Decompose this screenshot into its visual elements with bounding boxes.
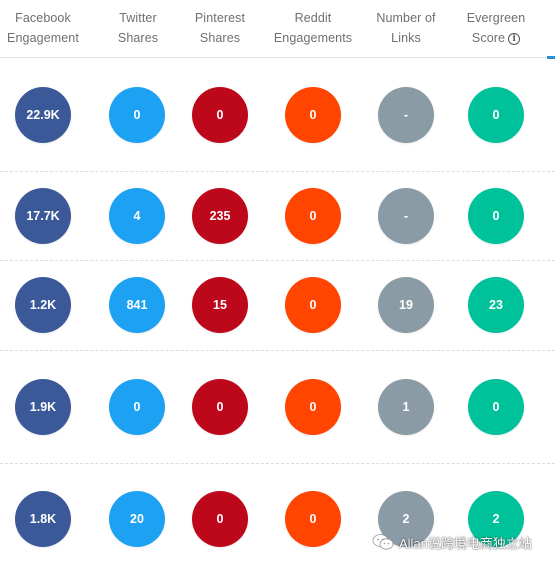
twitter-shares-badge: 20 bbox=[109, 491, 165, 547]
pinterest-shares-badge: 0 bbox=[192, 87, 248, 143]
row-divider bbox=[0, 350, 555, 351]
row-divider bbox=[0, 260, 555, 261]
evergreen-score-badge: 0 bbox=[468, 188, 524, 244]
number-of-links-badge: 19 bbox=[378, 277, 434, 333]
watermark: Allan说跨境电商独立站 bbox=[372, 530, 532, 554]
column-header-pinterest-shares[interactable]: Pinterest Shares bbox=[194, 11, 246, 45]
reddit-engagements-badge: 0 bbox=[285, 87, 341, 143]
column-header-facebook-engagement[interactable]: Facebook Engagement bbox=[7, 11, 79, 45]
column-header-number-of-links[interactable]: Number of Links bbox=[376, 11, 436, 45]
twitter-shares-badge: 4 bbox=[109, 188, 165, 244]
facebook-engagement-badge: 22.9K bbox=[15, 87, 71, 143]
pinterest-shares-badge: 15 bbox=[192, 277, 248, 333]
reddit-engagements-badge: 0 bbox=[285, 277, 341, 333]
pinterest-shares-badge: 0 bbox=[192, 379, 248, 435]
facebook-engagement-badge: 1.8K bbox=[15, 491, 71, 547]
evergreen-score-badge: 2 bbox=[468, 491, 524, 547]
evergreen-score-badge: 0 bbox=[468, 87, 524, 143]
row-divider bbox=[0, 463, 555, 464]
number-of-links-badge: 1 bbox=[378, 379, 434, 435]
column-header-twitter-shares[interactable]: Twitter Shares bbox=[117, 11, 159, 45]
number-of-links-badge: - bbox=[378, 87, 434, 143]
reddit-engagements-badge: 0 bbox=[285, 491, 341, 547]
pinterest-shares-badge: 235 bbox=[192, 188, 248, 244]
evergreen-score-badge: 0 bbox=[468, 379, 524, 435]
facebook-engagement-badge: 1.9K bbox=[15, 379, 71, 435]
info-icon[interactable]: i bbox=[508, 33, 521, 45]
facebook-engagement-badge: 1.2K bbox=[15, 277, 71, 333]
column-header-evergreen-score[interactable]: Evergreen Score i bbox=[466, 11, 526, 45]
evergreen-score-badge: 23 bbox=[468, 277, 524, 333]
pinterest-shares-badge: 0 bbox=[192, 491, 248, 547]
reddit-engagements-badge: 0 bbox=[285, 188, 341, 244]
reddit-engagements-badge: 0 bbox=[285, 379, 341, 435]
number-of-links-badge: - bbox=[378, 188, 434, 244]
wechat-icon bbox=[372, 534, 394, 550]
twitter-shares-badge: 0 bbox=[109, 87, 165, 143]
twitter-shares-badge: 841 bbox=[109, 277, 165, 333]
column-header-reddit-engagements[interactable]: Reddit Engagements bbox=[273, 11, 353, 45]
table-header: Facebook Engagement Twitter Shares Pinte… bbox=[0, 0, 555, 59]
row-divider bbox=[0, 171, 555, 172]
facebook-engagement-badge: 17.7K bbox=[15, 188, 71, 244]
twitter-shares-badge: 0 bbox=[109, 379, 165, 435]
scroll-indicator bbox=[547, 56, 555, 59]
